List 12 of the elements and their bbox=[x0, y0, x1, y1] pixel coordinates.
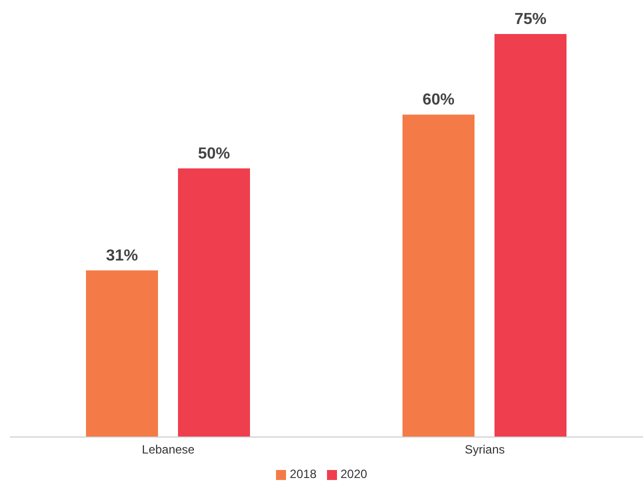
data-label: 31% bbox=[106, 247, 138, 264]
bar bbox=[402, 114, 474, 437]
data-label: 60% bbox=[422, 92, 455, 109]
legend-label: 2020 bbox=[340, 467, 368, 481]
x-tick-label: Lebanese bbox=[142, 442, 195, 457]
bar bbox=[86, 270, 158, 437]
data-label: 50% bbox=[198, 145, 230, 162]
bar bbox=[178, 168, 250, 437]
x-tick-label: Syrians bbox=[464, 442, 505, 457]
bar bbox=[494, 34, 566, 437]
data-label: 75% bbox=[514, 11, 547, 28]
legend-label: 2018 bbox=[290, 467, 316, 481]
